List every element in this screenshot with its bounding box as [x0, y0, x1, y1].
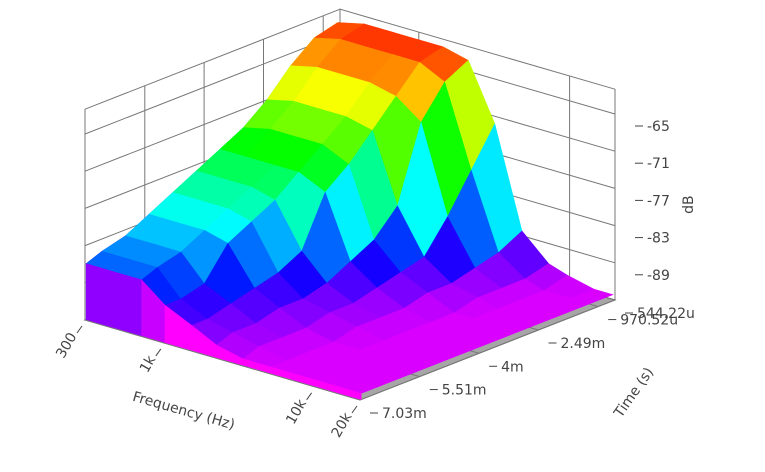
- surface-curtain: [85, 263, 113, 328]
- x-tick: [351, 405, 358, 414]
- x-tick: [76, 325, 83, 334]
- x-tick-label: 1k: [137, 352, 160, 376]
- x-tick: [306, 392, 313, 401]
- y-tick-label: 970.52u: [620, 313, 678, 329]
- z-tick-label: -83: [647, 231, 670, 247]
- z-tick-label: -77: [647, 193, 670, 209]
- y-tick-label: 2.49m: [560, 336, 605, 352]
- z-tick-label: -65: [647, 119, 670, 135]
- z-axis-label: dB: [681, 195, 697, 214]
- surface: [85, 21, 614, 400]
- grid-line: [84, 109, 361, 401]
- y-tick-label: 4m: [501, 359, 524, 375]
- x-tick-label: 10k: [283, 396, 310, 427]
- surface-curtain: [112, 271, 142, 337]
- x-tick: [155, 348, 162, 357]
- x-axis-label: Frequency (Hz): [131, 389, 237, 433]
- z-tick-label: -71: [647, 156, 670, 172]
- surface-curtain: [341, 387, 362, 400]
- z-tick-label: -89: [647, 268, 670, 284]
- x-tick-label: 20k: [329, 409, 356, 440]
- x-tick-label: 300: [53, 330, 80, 361]
- y-tick-label: 544.22u: [637, 306, 695, 322]
- y-axis-label: Time (s): [611, 365, 657, 422]
- y-tick-label: 5.51m: [442, 383, 487, 399]
- y-tick-label: 7.03m: [382, 406, 427, 422]
